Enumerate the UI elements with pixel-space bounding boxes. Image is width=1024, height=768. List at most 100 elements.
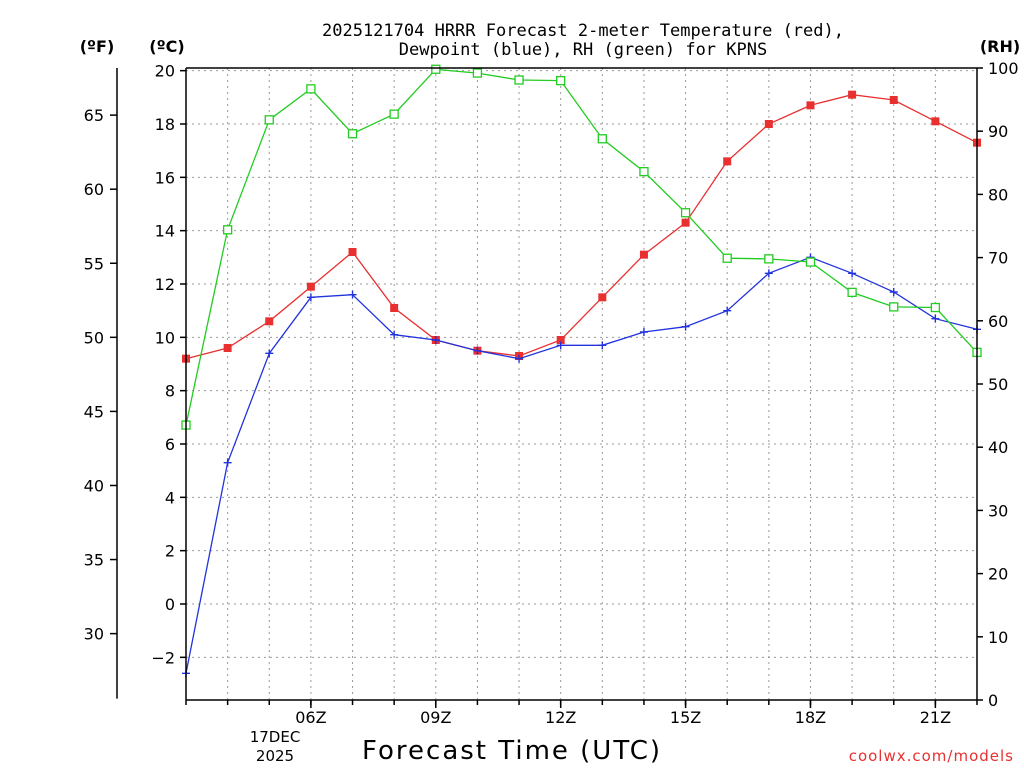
temperature-point	[223, 344, 232, 352]
celsius-tick-label: 14	[155, 222, 175, 241]
time-tick-label: 12Z	[545, 708, 576, 727]
fahrenheit-tick-label: 55	[84, 254, 104, 273]
fahrenheit-units-label: (ºF)	[80, 37, 115, 56]
fahrenheit-tick-label: 35	[84, 551, 104, 570]
rh-units-label: (RH)	[980, 37, 1020, 56]
temperature-point	[806, 101, 815, 110]
rh-tick-label: 0	[988, 691, 998, 710]
temperature-point	[889, 96, 898, 104]
rh-point	[847, 287, 857, 298]
time-tick-label: 21Z	[920, 708, 951, 727]
rh-point	[680, 208, 691, 218]
temperature-point	[764, 120, 773, 128]
dewpoint-point	[848, 269, 857, 278]
time-tick-label: 06Z	[295, 708, 326, 727]
temperature-point	[306, 282, 315, 291]
rh-tick-label: 50	[988, 375, 1008, 394]
dewpoint-point	[556, 341, 565, 350]
dewpoint-point	[431, 336, 440, 344]
dewpoint-point	[931, 314, 940, 323]
fahrenheit-tick-label: 45	[84, 402, 104, 421]
rh-point	[306, 84, 316, 94]
rh-point	[472, 68, 483, 78]
rh-tick-label: 60	[988, 312, 1008, 331]
dewpoint-point	[639, 328, 648, 336]
celsius-tick-label: 16	[155, 168, 175, 187]
axes: −2 0 2 4 6 8 10 12 14 16 18 20 30 35 40 45 50 55 60 65 0 10 20…	[84, 59, 1019, 727]
x-axis-title: Forecast Time (UTC)	[362, 736, 662, 766]
series-layer	[181, 64, 982, 678]
dewpoint-point	[681, 322, 690, 331]
temperature-point	[265, 317, 274, 326]
dewpoint-point	[265, 349, 274, 358]
rh-tick-label: 20	[988, 565, 1008, 584]
dewpoint-point	[598, 341, 607, 350]
time-tick-label: 18Z	[795, 708, 826, 727]
celsius-tick-label: 8	[165, 382, 175, 401]
celsius-tick-label: 10	[155, 328, 175, 347]
dewpoint-point	[223, 458, 232, 467]
rh-point	[431, 64, 441, 74]
grid-lines	[186, 68, 977, 700]
rh-tick-label: 30	[988, 501, 1008, 520]
rh-point	[930, 302, 941, 313]
temperature-point	[848, 90, 857, 99]
rh-point	[514, 75, 524, 85]
rh-tick-label: 70	[988, 249, 1008, 268]
celsius-tick-label: 6	[165, 435, 175, 454]
time-tick-label: 09Z	[420, 708, 451, 727]
dewpoint-point	[348, 290, 357, 299]
fahrenheit-tick-label: 65	[84, 106, 104, 125]
rh-point	[222, 225, 233, 235]
celsius-tick-label: 2	[165, 542, 175, 561]
dewpoint-point	[306, 293, 315, 302]
celsius-tick-label: −2	[151, 648, 175, 667]
temperature-point	[390, 304, 399, 312]
rh-point	[805, 257, 816, 267]
chart-title-line2: Dewpoint (blue), RH (green) for KPNS	[399, 40, 767, 60]
celsius-tick-label: 12	[155, 275, 175, 294]
rh-point	[722, 253, 732, 263]
temperature-point	[931, 117, 940, 126]
credit-text: coolwx.com/models	[849, 747, 1014, 765]
dewpoint-point	[764, 269, 773, 278]
rh-tick-label: 40	[988, 438, 1008, 457]
temperature-point	[723, 157, 732, 166]
celsius-tick-label: 4	[165, 488, 175, 507]
rh-point	[264, 115, 274, 125]
celsius-tick-label: 18	[155, 115, 175, 134]
dewpoint-point	[889, 288, 898, 296]
temperature-point	[348, 248, 357, 256]
rh-point	[347, 129, 358, 139]
dewpoint-point	[723, 306, 732, 315]
fahrenheit-tick-label: 30	[84, 625, 104, 644]
rh-tick-label: 10	[988, 628, 1008, 647]
temperature-point	[556, 336, 565, 344]
dewpoint-point	[390, 330, 399, 339]
dewpoint-line	[185, 256, 978, 674]
rh-tick-label: 80	[988, 185, 1008, 204]
rh-tick-label: 90	[988, 122, 1008, 141]
celsius-tick-label: 20	[155, 62, 175, 81]
fahrenheit-tick-label: 60	[84, 180, 104, 199]
fahrenheit-tick-label: 40	[84, 476, 104, 495]
time-tick-label: 15Z	[670, 708, 701, 727]
temperature-point	[598, 293, 607, 302]
fahrenheit-tick-label: 50	[84, 328, 104, 347]
date-label-day: 17DEC	[250, 728, 301, 746]
temperature-point	[639, 250, 648, 259]
rh-point	[639, 166, 649, 177]
rh-tick-label: 100	[988, 59, 1019, 78]
rh-point	[389, 109, 399, 119]
temperature-point	[681, 218, 690, 227]
chart-title-line1: 2025121704 HRRR Forecast 2-meter Tempera…	[322, 21, 844, 41]
rh-point	[556, 75, 566, 86]
rh-point	[597, 134, 607, 144]
date-label-year: 2025	[256, 747, 294, 765]
rh-line	[185, 68, 978, 426]
temperature-line	[185, 94, 978, 360]
rh-point	[889, 302, 899, 312]
celsius-tick-label: 0	[165, 595, 175, 614]
rh-point	[764, 254, 774, 264]
